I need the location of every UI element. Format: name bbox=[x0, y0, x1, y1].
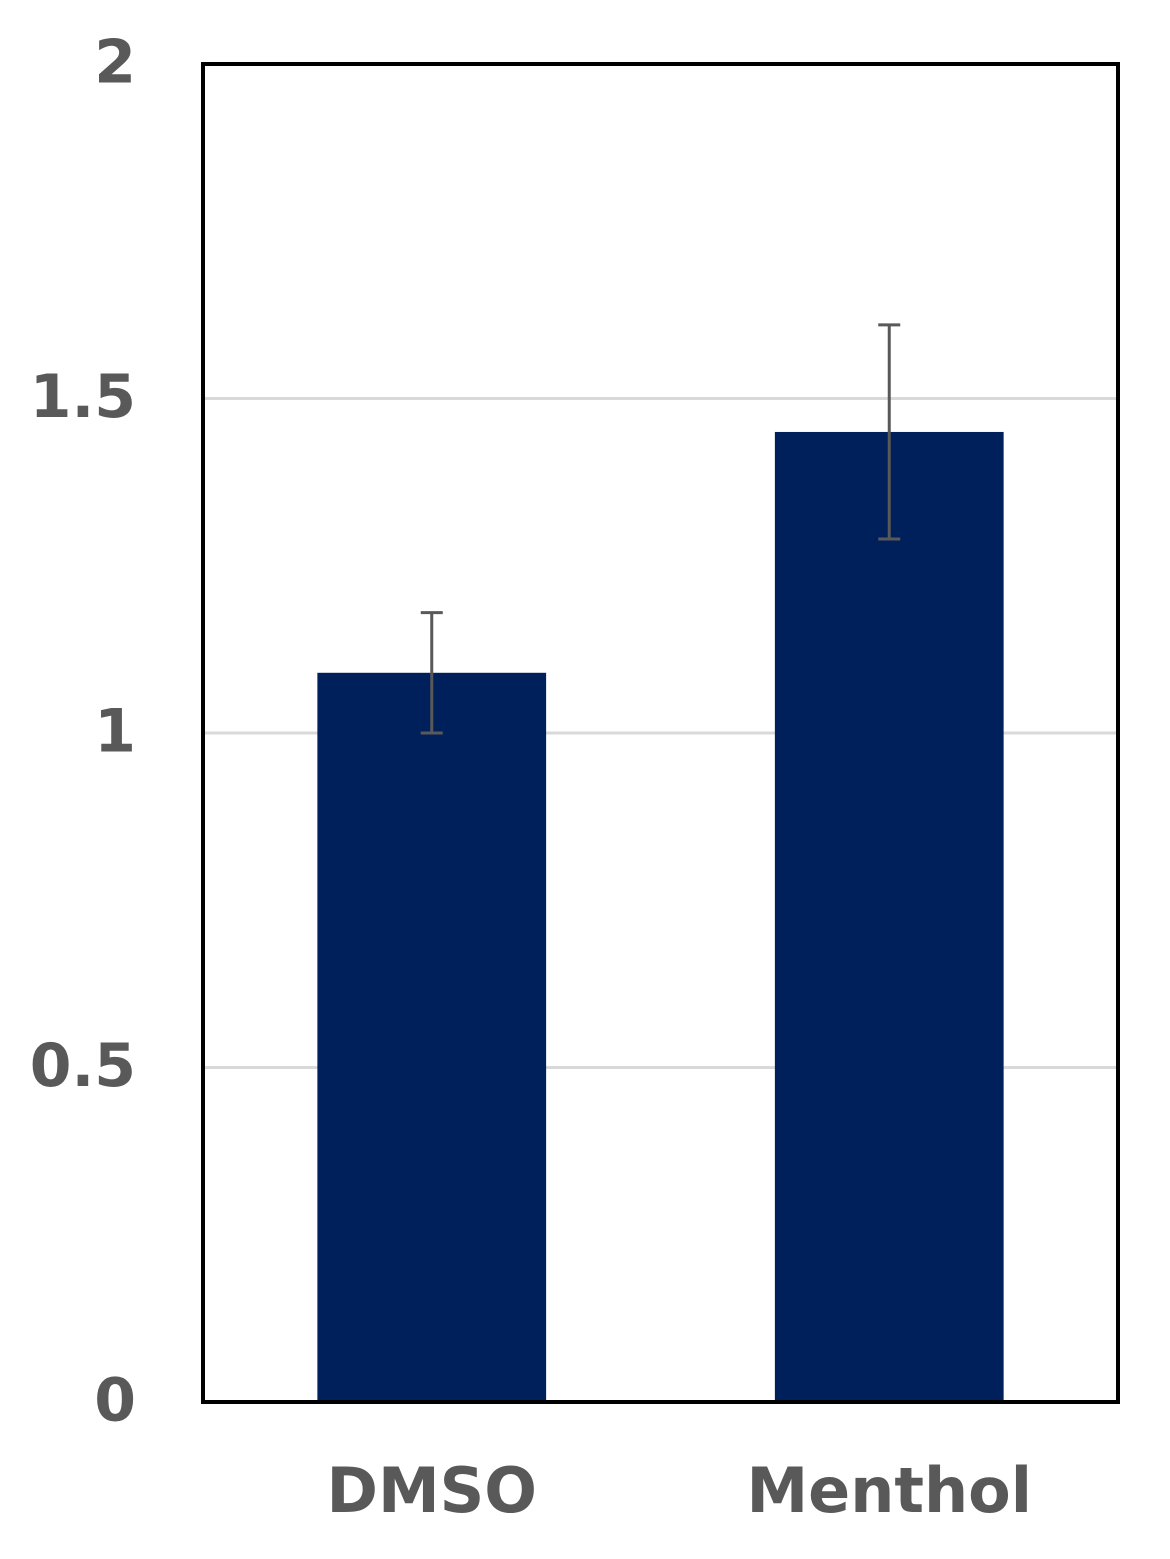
y-tick-label: 1 bbox=[94, 697, 136, 767]
error-bar bbox=[878, 323, 901, 541]
y-tick-label: 0 bbox=[94, 1366, 136, 1436]
bar bbox=[774, 431, 1004, 1402]
y-tick-label: 0.5 bbox=[30, 1031, 136, 1101]
marks bbox=[317, 323, 1004, 1402]
error-bar bbox=[420, 611, 443, 735]
y-tick-label: 1.5 bbox=[30, 362, 136, 432]
plot-frame bbox=[201, 62, 1120, 1404]
labels: 0 0.5 1 1.5 2 DMSO Menthol bbox=[30, 28, 1032, 1528]
y-tick-label: 2 bbox=[94, 28, 136, 98]
x-tick-label: DMSO bbox=[326, 1454, 537, 1527]
x-tick-label: Menthol bbox=[746, 1454, 1032, 1527]
bar bbox=[317, 672, 547, 1402]
